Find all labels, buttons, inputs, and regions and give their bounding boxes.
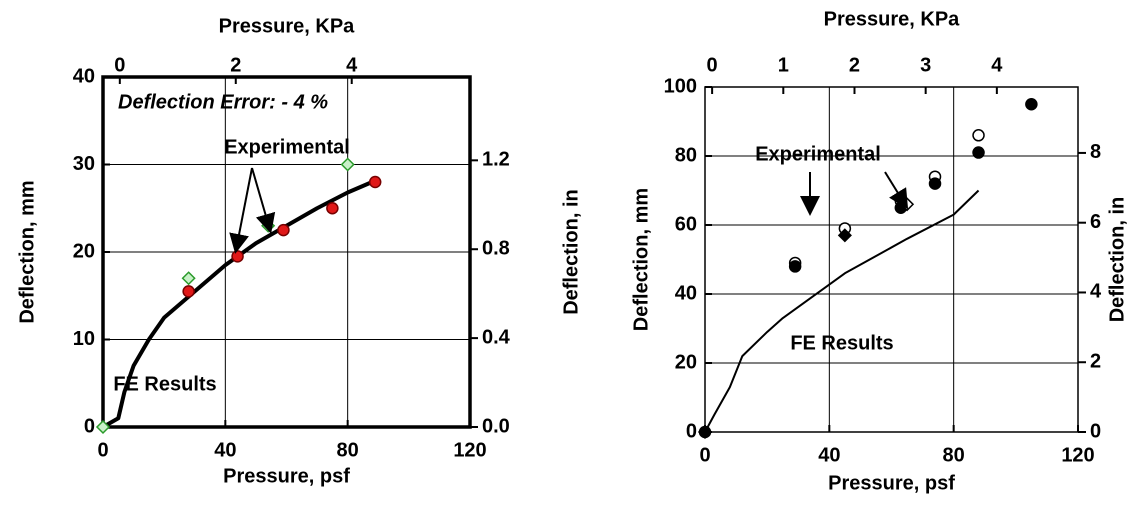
y2-tick-label: 2 (1090, 351, 1101, 373)
x2-axis-title: Pressure, KPa (219, 15, 356, 37)
y-tick-label: 80 (675, 144, 697, 166)
x-tick-label: 40 (214, 439, 236, 461)
data-point (231, 250, 244, 263)
x-tick-label: 0 (97, 439, 108, 461)
annotation: FE Results (790, 332, 893, 354)
data-point (182, 285, 195, 298)
y2-tick-label: 1.2 (482, 149, 510, 171)
x2-tick-label: 2 (849, 54, 860, 76)
data-point (181, 271, 196, 286)
annotation: Deflection Error: - 4 % (118, 91, 328, 113)
x2-tick-label: 0 (114, 54, 125, 76)
fe-line (704, 189, 980, 433)
y2-tick-label: 0.4 (482, 326, 511, 348)
plot-frame (704, 86, 1079, 433)
data-point (1025, 98, 1038, 111)
annotation: Experimental (224, 136, 350, 158)
data-point (788, 260, 802, 273)
x-axis-title: Pressure, psf (828, 472, 955, 494)
data-point (972, 146, 985, 159)
x2-tick-label: 3 (920, 54, 931, 76)
y-axis-title: Deflection, mm (16, 180, 38, 323)
y-tick-label: 40 (675, 282, 697, 304)
y2-tick-label: 6 (1090, 211, 1101, 233)
y2-tick-label: 0.0 (482, 415, 510, 437)
data-point (928, 177, 942, 190)
arrow (251, 167, 276, 234)
y-tick-label: 20 (73, 240, 95, 262)
data-point (972, 129, 985, 142)
x-tick-label: 40 (818, 444, 840, 466)
annotation: Experimental (755, 143, 881, 165)
data-point (697, 424, 713, 440)
y2-axis-title: Deflection, in (1106, 197, 1128, 323)
data-point (326, 202, 339, 215)
y-axis-title: Deflection, mm (630, 188, 652, 331)
x-tick-label: 80 (943, 444, 965, 466)
arrow (884, 171, 909, 210)
x2-tick-label: 1 (778, 54, 789, 76)
y-tick-label: 100 (664, 75, 697, 97)
data-point (368, 175, 382, 189)
x2-axis-title: Pressure, KPa (824, 8, 961, 30)
data-point (95, 419, 111, 435)
x2-tick-label: 0 (707, 54, 718, 76)
arrow (229, 167, 253, 254)
y-tick-label: 0 (84, 415, 95, 437)
y-tick-label: 20 (675, 351, 697, 373)
x-axis-title: Pressure, psf (223, 465, 350, 487)
x2-tick-label: 4 (346, 54, 358, 76)
y-tick-label: 40 (73, 65, 95, 87)
y-tick-label: 0 (686, 420, 697, 442)
data-point (837, 228, 852, 243)
x2-tick-label: 4 (991, 54, 1003, 76)
x-tick-label: 0 (699, 444, 710, 466)
y-tick-label: 60 (675, 213, 697, 235)
x-tick-label: 120 (1061, 444, 1094, 466)
y-tick-label: 10 (73, 328, 95, 350)
y2-tick-label: 4 (1090, 281, 1102, 303)
annotation: FE Results (113, 373, 216, 395)
data-point (340, 157, 355, 172)
y-tick-label: 30 (73, 153, 95, 175)
x-tick-label: 120 (453, 439, 486, 461)
x-tick-label: 80 (337, 439, 359, 461)
y2-tick-label: 0 (1090, 420, 1101, 442)
y2-tick-label: 0.8 (482, 238, 510, 260)
y2-tick-label: 8 (1090, 141, 1101, 163)
x2-tick-label: 2 (230, 54, 241, 76)
data-point (277, 223, 290, 237)
y2-axis-title: Deflection, in (560, 189, 582, 315)
